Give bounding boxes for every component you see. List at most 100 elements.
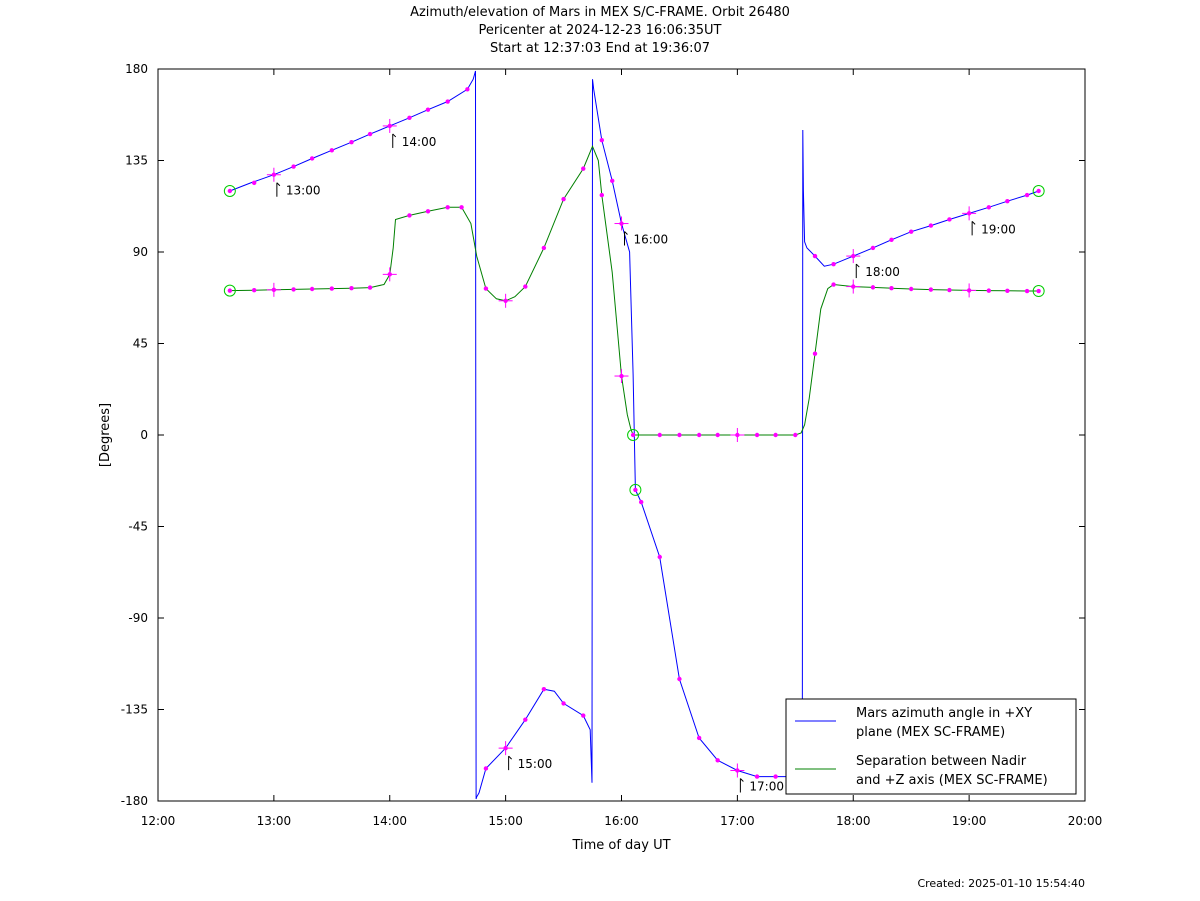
x-tick-label: 12:00 [141, 814, 176, 828]
data-point [541, 245, 547, 251]
legend-label-2: Separation between Nadir [856, 754, 1027, 769]
data-point [715, 432, 720, 438]
x-tick-label: 20:00 [1068, 814, 1103, 828]
data-point [657, 554, 662, 560]
data-point [1024, 192, 1030, 198]
data-point [1024, 288, 1030, 294]
event-circle [1032, 185, 1045, 197]
data-point [541, 686, 547, 692]
data-point [831, 282, 836, 287]
annotation-label: 15:00 [518, 757, 553, 771]
annotation-arrow-head [508, 755, 512, 760]
event-circle [627, 429, 640, 441]
data-point [407, 213, 412, 218]
data-point [696, 735, 702, 741]
data-point [754, 774, 760, 779]
data-point [908, 229, 914, 234]
data-point [227, 188, 233, 194]
x-tick-label: 18:00 [836, 814, 871, 828]
legend-label-1: Mars azimuth angle in +XY [856, 706, 1032, 721]
data-point [610, 178, 615, 184]
data-point [1036, 288, 1041, 294]
x-tick-label: 17:00 [720, 814, 755, 828]
data-point [581, 166, 586, 171]
data-point [407, 115, 412, 121]
data-point [465, 87, 470, 92]
y-tick-label: 0 [140, 428, 148, 442]
event-circle [223, 284, 236, 297]
annotation-label: 14:00 [402, 135, 437, 149]
data-point [291, 287, 296, 292]
annotation-arrow-head [971, 221, 976, 225]
data-point [227, 288, 233, 293]
event-circle [1032, 285, 1045, 298]
data-point [715, 758, 720, 763]
chart-title: Azimuth/elevation of Mars in MEX S/C-FRA… [410, 5, 790, 20]
data-point [367, 285, 373, 290]
chart-subtitle-pericenter: Pericenter at 2024-12-23 16:06:35UT [478, 23, 722, 38]
data-point [599, 137, 605, 143]
chart-subtitle-start-end: Start at 12:37:03 End at 19:36:07 [489, 41, 711, 56]
annotation-label: 13:00 [286, 184, 321, 198]
data-point [870, 245, 876, 251]
data-point [908, 286, 914, 292]
data-point [986, 205, 992, 210]
data-point [831, 262, 836, 267]
data-point [633, 487, 638, 493]
created-timestamp: Created: 2025-01-10 15:54:40 [917, 877, 1085, 890]
x-tick-label: 13:00 [257, 814, 292, 828]
x-tick-label: 16:00 [604, 814, 639, 828]
x-tick-label: 14:00 [372, 814, 407, 828]
data-point [812, 253, 818, 259]
y-tick-label: -135 [121, 703, 148, 717]
data-point [630, 432, 636, 438]
data-point [657, 432, 662, 438]
data-point [523, 284, 528, 289]
data-point [425, 107, 431, 112]
data-point [1005, 288, 1010, 294]
annotation-label: 16:00 [634, 233, 669, 247]
data-point [329, 286, 335, 291]
data-point [928, 287, 934, 292]
data-point [928, 223, 934, 228]
data-point [561, 701, 566, 706]
data-point [754, 432, 760, 438]
data-point [349, 140, 354, 145]
event-circle [223, 185, 236, 197]
data-point [523, 717, 528, 722]
y-tick-label: -180 [121, 794, 148, 808]
annotation-arrow-head [740, 778, 744, 782]
event-circle [629, 483, 642, 496]
series-line-2 [229, 144, 1039, 436]
annotation-arrow-head [855, 263, 860, 268]
data-point [947, 287, 952, 293]
data-point [599, 192, 605, 198]
y-tick-label: 180 [125, 62, 148, 76]
data-point [773, 432, 778, 438]
annotation-arrow-head [392, 133, 397, 138]
data-point [309, 156, 315, 161]
data-point [445, 99, 450, 104]
data-point [251, 180, 257, 186]
y-tick-label: -90 [128, 611, 148, 625]
data-point [445, 205, 450, 210]
x-tick-label: 15:00 [488, 814, 523, 828]
annotation-arrow-head [624, 231, 628, 235]
data-point [696, 432, 702, 438]
data-point [309, 286, 315, 292]
data-point [1036, 188, 1041, 194]
data-point [329, 148, 335, 153]
data-point [793, 432, 798, 438]
data-point [459, 205, 464, 210]
legend-box [785, 698, 1077, 795]
data-point [889, 285, 894, 291]
data-point [889, 237, 894, 242]
x-tick-label: 19:00 [952, 814, 987, 828]
data-point [483, 286, 489, 291]
data-point [425, 209, 431, 214]
data-point [291, 164, 296, 169]
annotation-arrow-head [276, 182, 281, 187]
plot-frame [157, 68, 1086, 802]
data-point [1005, 198, 1010, 204]
